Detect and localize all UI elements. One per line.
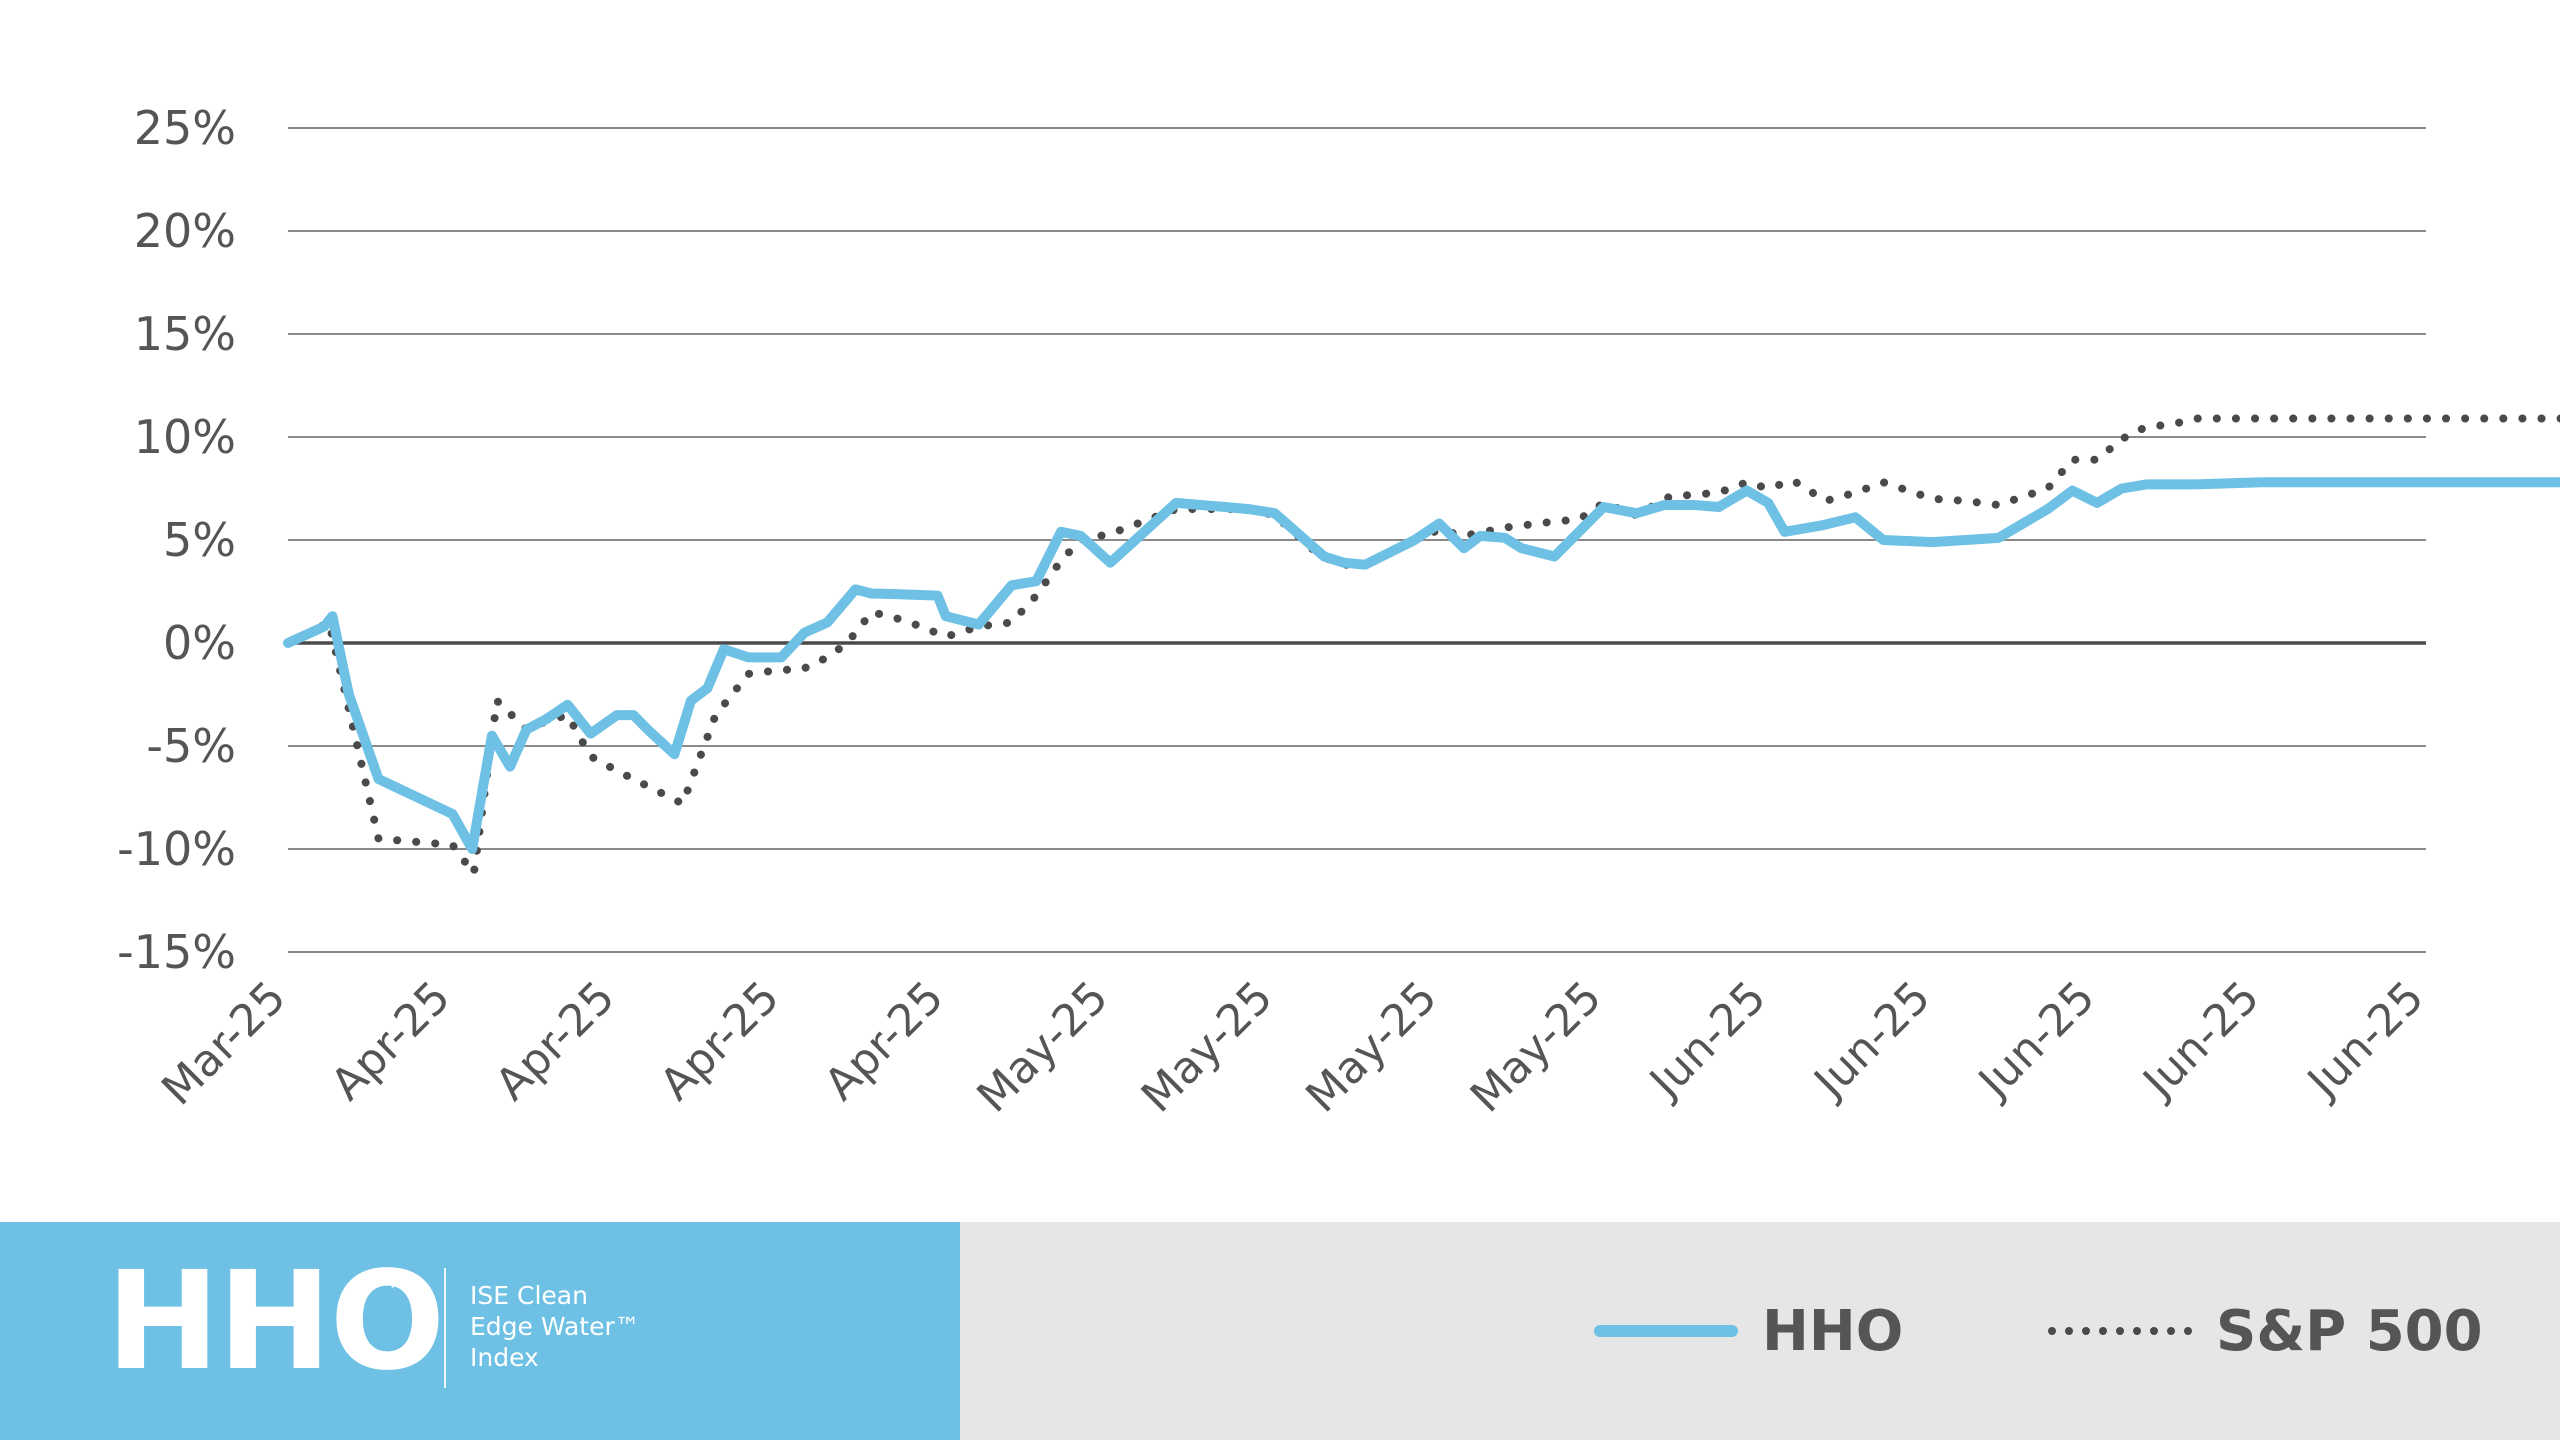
gridlines [288, 127, 2426, 953]
brand-ticker: HHO [106, 1243, 445, 1401]
legend-label-sp500: S&P 500 [2216, 1298, 2483, 1364]
line-chart: 25%20%15%10%5%0%-5%-10%-15% Mar-25 Apr-25… [117, 101, 2560, 1123]
y-tick-label: 10% [134, 410, 236, 464]
x-tick-label: Apr-25 [322, 972, 461, 1111]
footer-bar: HHO ™ ISE Clean Edge Water™ Index HHO S&… [0, 1222, 2560, 1440]
x-axis-tick-labels: Mar-25 Apr-25 Apr-25 Apr-25 Apr-25 May-25 May-… [152, 972, 2434, 1123]
index-name: ISE Clean Edge Water™ Index [470, 1280, 690, 1373]
index-name-line-2: Edge Water™ [470, 1312, 640, 1341]
y-tick-label: 15% [134, 307, 236, 361]
x-tick-label: Jun-25 [1967, 972, 2105, 1110]
series-lines [283, 414, 2560, 878]
x-tick-label: Jun-25 [1638, 972, 1776, 1110]
x-tick-label: May-25 [1296, 972, 1447, 1123]
y-tick-label: 25% [134, 101, 236, 155]
y-tick-label: 5% [163, 513, 236, 567]
x-tick-label: May-25 [1461, 972, 1612, 1123]
y-tick-label: 0% [163, 616, 236, 670]
legend-swatch-sp500 [2048, 1325, 2192, 1337]
index-name-line-1: ISE Clean [470, 1281, 588, 1310]
x-tick-label: Jun-25 [2132, 972, 2270, 1110]
series-line-hho [283, 477, 2560, 854]
x-tick-label: Jun-25 [2296, 972, 2434, 1110]
x-tick-label: May-25 [967, 972, 1118, 1123]
y-tick-label: -5% [146, 719, 236, 773]
legend-swatch-hho [1594, 1325, 1738, 1337]
legend-item-hho: HHO [1594, 1222, 1903, 1440]
legend-label-hho: HHO [1762, 1298, 1904, 1364]
brand-panel: HHO ™ ISE Clean Edge Water™ Index [0, 1222, 960, 1440]
y-tick-label: -15% [117, 925, 236, 979]
x-tick-label: Apr-25 [486, 972, 625, 1111]
brand-divider [444, 1268, 446, 1388]
x-tick-label: Apr-25 [815, 972, 954, 1111]
x-tick-label: Jun-25 [1803, 972, 1941, 1110]
y-tick-label: 20% [134, 204, 236, 258]
legend-item-sp500: S&P 500 [2048, 1222, 2483, 1440]
y-axis-tick-labels: 25% 20% 15% 10% 5% 0% -5% -10% -15% [117, 101, 236, 979]
brand-trademark: ™ [384, 1272, 416, 1310]
x-tick-label: May-25 [1132, 972, 1283, 1123]
x-tick-label: Mar-25 [152, 972, 296, 1116]
index-name-line-3: Index [470, 1343, 539, 1372]
x-tick-label: Apr-25 [650, 972, 789, 1111]
y-tick-label: -10% [117, 822, 236, 876]
